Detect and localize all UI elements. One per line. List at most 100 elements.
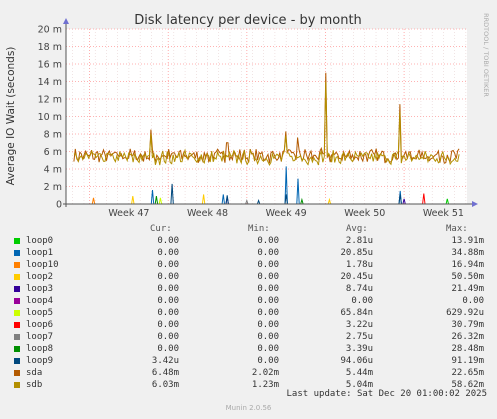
legend-cur: 0.00 [157,296,179,306]
legend-swatch [14,286,20,292]
legend-max: 21.49m [451,284,484,294]
series-loop0-line [445,198,449,205]
x-tick-label: Week 49 [266,208,307,219]
legend-row-loop8: loop8 0.00 0.00 3.39u 28.48m [0,343,497,355]
legend-avg: 5.44m [345,368,373,378]
legend-name: loop3 [26,284,54,294]
legend-avg: 3.22u [345,320,373,330]
legend-name: loop4 [26,296,54,306]
munin-version: Munin 2.0.56 [225,404,272,412]
rrdtool-credit: RRDTOOL / TOBI OETIKER [482,13,490,97]
legend-cur: 6.48m [151,368,179,378]
legend-swatch [14,370,20,376]
legend-max: 30.79m [451,320,484,330]
legend-name: loop10 [26,260,59,270]
series-loop1-line [150,166,402,205]
legend-max: 91.19m [451,356,484,366]
series-loop7-line [245,198,249,205]
series-loop9-line [170,183,402,205]
legend-max: 0.00 [462,296,484,306]
legend-cur: 3.42u [151,356,179,366]
legend-header-cur: Cur: [150,224,172,234]
legend-row-loop0: loop0 0.00 0.00 2.81u 13.91m [0,235,497,247]
legend-min: 0.00 [257,344,279,354]
legend-min: 0.00 [257,296,279,306]
legend-max: 34.88m [451,248,484,258]
legend-cur: 0.00 [157,248,179,258]
legend-min: 0.00 [257,308,279,318]
legend-name: loop9 [26,356,54,366]
legend-name: loop8 [26,344,54,354]
legend-row-loop1: loop1 0.00 0.00 20.85u 34.88m [0,247,497,259]
legend-avg: 20.85u [340,248,373,258]
legend-name: loop7 [26,332,54,342]
x-tick-label: Week 50 [344,208,385,219]
legend-swatch [14,346,20,352]
legend-name: loop5 [26,308,54,318]
legend-row-loop4: loop4 0.00 0.00 0.00 0.00 [0,295,497,307]
legend-max: 26.32m [451,332,484,342]
legend-name: sda [26,368,43,378]
legend-row-loop3: loop3 0.00 0.00 8.74u 21.49m [0,283,497,295]
y-tick-label: 12 m [38,95,62,106]
legend-min: 0.00 [257,248,279,258]
x-tick-label: Week 48 [187,208,228,219]
y-tick-label: 6 m [44,147,62,158]
legend-cur: 0.00 [157,236,179,246]
y-tick-label: 14 m [38,77,62,88]
legend-name: loop0 [26,236,54,246]
y-tick-label: 18 m [38,42,62,53]
legend-cur: 0.00 [157,344,179,354]
legend-max: 13.91m [451,236,484,246]
legend-max: 22.65m [451,368,484,378]
chart-title: Disk latency per device - by month [134,13,362,28]
legend-cur: 0.00 [157,284,179,294]
y-tick-label: 4 m [44,165,62,176]
legend-avg: 8.74u [345,284,373,294]
legend-max: 50.50m [451,272,484,282]
legend-swatch [14,238,20,244]
x-axis-arrow [472,201,478,207]
y-axis-arrow [63,18,69,24]
legend-row-loop10: loop10 0.00 0.00 1.78u 16.94m [0,259,497,271]
legend-max: 58.62m [451,380,484,390]
legend-row-loop6: loop6 0.00 0.00 3.22u 30.79m [0,319,497,331]
legend-swatch [14,250,20,256]
legend-swatch [14,298,20,304]
y-tick-label: 8 m [44,130,62,141]
legend-avg: 1.78u [345,260,373,270]
y-tick-label: 20 m [38,25,62,36]
legend-min: 0.00 [257,320,279,330]
y-tick-label: 16 m [38,60,62,71]
x-tick-label: Week 47 [108,208,149,219]
legend-max: 28.48m [451,344,484,354]
legend-swatch [14,322,20,328]
legend-min: 0.00 [257,332,279,342]
legend-min: 0.00 [257,236,279,246]
legend-row-loop5: loop5 0.00 0.00 65.84n 629.92u [0,307,497,319]
legend-avg: 0.00 [351,296,373,306]
legend-header-avg: Avg: [346,224,368,234]
legend-header-max: Max: [446,224,468,234]
legend-avg: 94.06u [340,356,373,366]
legend-row-sda: sda 6.48m 2.02m 5.44m 22.65m [0,367,497,379]
legend-name: loop2 [26,272,54,282]
legend-avg: 65.84n [340,308,373,318]
axes: 0 2 m 4 m 6 m 8 m 10 m 12 m 14 m 16 m 18 m 20 m Wee… [38,18,478,219]
legend-name: sdb [26,380,43,390]
legend-cur: 0.00 [157,308,179,318]
series-loop2-line [131,194,332,205]
legend-min: 0.00 [257,356,279,366]
series-sdb-line [73,81,460,166]
legend-cur: 0.00 [157,272,179,282]
legend-row-loop2: loop2 0.00 0.00 20.45u 50.50m [0,271,497,283]
legend-avg: 5.04m [345,380,373,390]
legend-cur: 0.00 [157,260,179,270]
legend-swatch [14,358,20,364]
last-update: Last update: Sat Dec 20 01:00:02 2025 [286,389,487,399]
legend-swatch [14,274,20,280]
legend-name: loop1 [26,248,54,258]
legend-swatch [14,382,20,388]
latency-chart: 0 2 m 4 m 6 m 8 m 10 m 12 m 14 m 16 m 18 m 20 m Wee… [5,13,490,219]
legend-min: 1.23m [251,380,279,390]
